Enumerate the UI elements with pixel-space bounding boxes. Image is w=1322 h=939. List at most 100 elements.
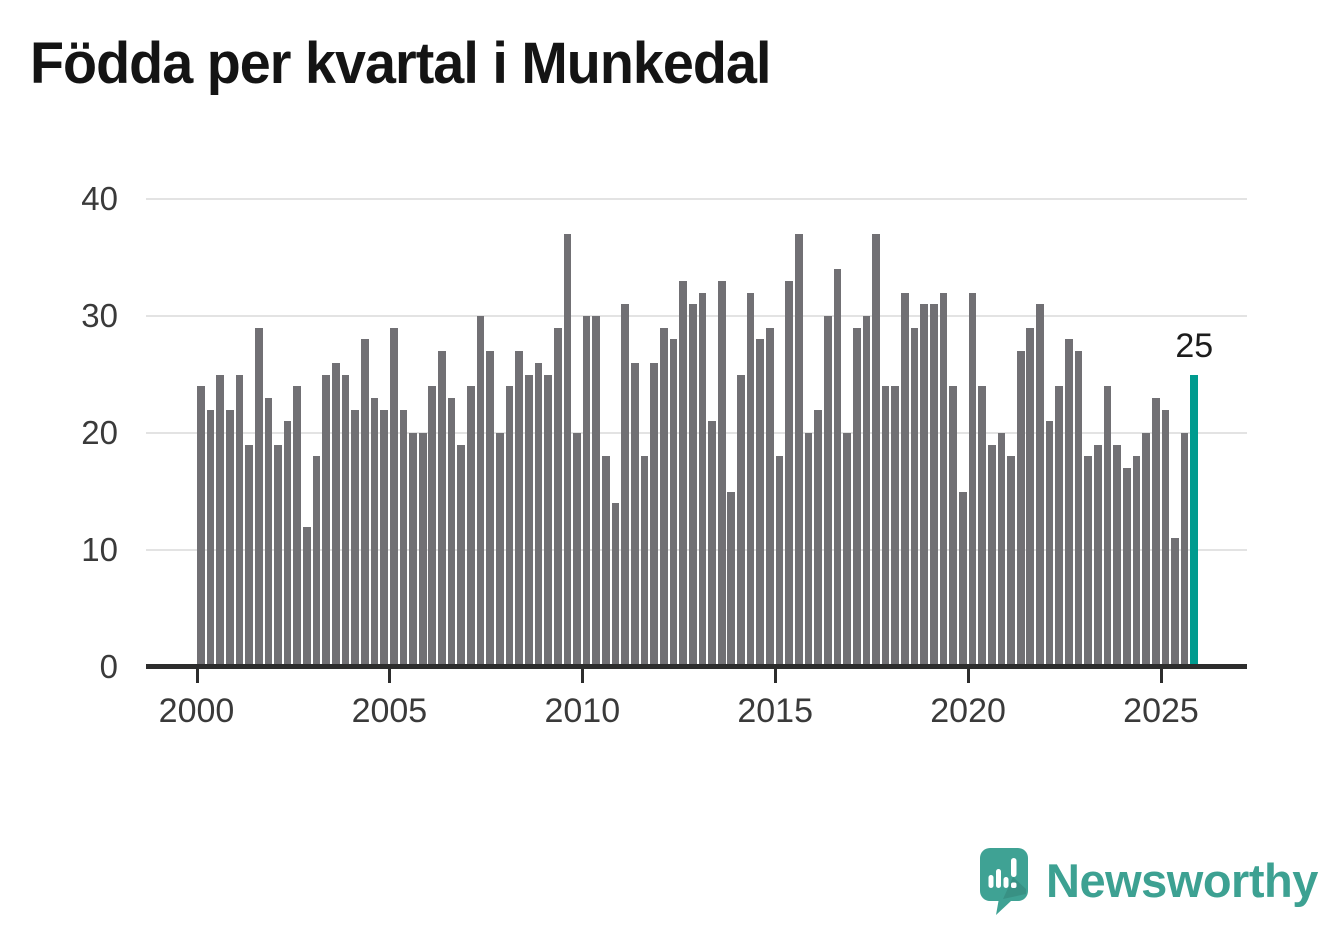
y-axis-label-0: 0 bbox=[99, 648, 118, 685]
bar bbox=[1151, 397, 1160, 667]
bar bbox=[785, 280, 794, 667]
x-axis-label-2025: 2025 bbox=[1123, 692, 1199, 730]
bar bbox=[987, 444, 996, 667]
bar bbox=[804, 433, 813, 667]
bar bbox=[1084, 456, 1093, 667]
bar bbox=[245, 444, 253, 667]
bar bbox=[997, 433, 1006, 667]
bar bbox=[274, 444, 282, 667]
bar bbox=[1026, 327, 1035, 667]
bar bbox=[717, 280, 726, 667]
bar bbox=[457, 444, 466, 667]
y-axis-label-20: 20 bbox=[81, 414, 118, 451]
bar bbox=[467, 386, 475, 667]
bar bbox=[930, 304, 938, 667]
bar bbox=[1065, 339, 1073, 667]
bar bbox=[293, 386, 302, 667]
bar bbox=[1113, 444, 1121, 667]
bar bbox=[418, 433, 427, 667]
logo-exclamation-icon bbox=[1011, 858, 1017, 877]
bar bbox=[1122, 468, 1131, 667]
bar bbox=[833, 269, 842, 667]
x-axis-tick-2000 bbox=[195, 668, 199, 683]
bar bbox=[264, 397, 273, 667]
bar bbox=[968, 292, 977, 667]
newsworthy-logo-icon bbox=[980, 848, 1028, 915]
bar bbox=[553, 327, 562, 667]
bar bbox=[872, 234, 880, 667]
bar bbox=[708, 421, 716, 667]
x-axis-label-2000: 2000 bbox=[158, 692, 235, 730]
newsworthy-logo bbox=[979, 847, 1029, 919]
bar bbox=[206, 409, 215, 667]
bar bbox=[939, 292, 948, 667]
bar bbox=[1093, 444, 1102, 667]
bar bbox=[341, 374, 350, 667]
logo-bar-tall-icon bbox=[996, 869, 1001, 888]
bar bbox=[679, 280, 687, 667]
bar bbox=[621, 304, 630, 667]
bar bbox=[447, 397, 456, 667]
bar bbox=[360, 339, 369, 667]
bar bbox=[1045, 421, 1054, 667]
bar bbox=[303, 526, 311, 667]
bar bbox=[582, 316, 591, 667]
bar bbox=[216, 374, 224, 667]
bar bbox=[978, 386, 986, 667]
logo-bar-small-icon bbox=[1003, 877, 1009, 888]
bar bbox=[602, 456, 610, 667]
bar bbox=[1016, 351, 1025, 667]
bar bbox=[563, 234, 572, 667]
bar bbox=[515, 351, 523, 667]
bar bbox=[495, 433, 504, 667]
bar bbox=[399, 409, 408, 667]
bar bbox=[1036, 304, 1044, 667]
bar bbox=[1055, 386, 1064, 667]
x-axis-label-2020: 2020 bbox=[930, 692, 1006, 730]
bar bbox=[322, 374, 331, 667]
bar bbox=[254, 327, 263, 667]
bar bbox=[650, 362, 658, 667]
bar bbox=[746, 292, 755, 667]
x-axis-label-2005: 2005 bbox=[351, 692, 428, 730]
bar bbox=[409, 433, 417, 667]
bar bbox=[235, 374, 244, 667]
y-axis-label-40: 40 bbox=[81, 180, 118, 217]
bar bbox=[949, 386, 957, 667]
bar bbox=[688, 304, 697, 667]
bar bbox=[843, 433, 851, 667]
bar bbox=[727, 491, 736, 667]
bar bbox=[351, 409, 359, 667]
bar bbox=[659, 327, 668, 667]
bar bbox=[881, 386, 890, 667]
bar bbox=[920, 304, 929, 667]
bar bbox=[669, 339, 678, 667]
bar bbox=[389, 327, 398, 667]
x-axis-label-2015: 2015 bbox=[737, 692, 813, 730]
bar bbox=[698, 292, 707, 667]
bar bbox=[611, 503, 620, 667]
bar bbox=[737, 374, 745, 667]
logo-exclamation-dot-icon bbox=[1011, 882, 1017, 888]
highlighted-bar bbox=[1190, 374, 1199, 667]
gridline-y-40 bbox=[146, 198, 1247, 200]
bar bbox=[534, 362, 543, 667]
newsworthy-wordmark: Newsworthy bbox=[1046, 854, 1318, 907]
bar bbox=[1007, 456, 1015, 667]
x-axis-tick-2005 bbox=[388, 668, 392, 683]
x-axis-tick-2020 bbox=[967, 668, 971, 683]
bar bbox=[1103, 386, 1112, 667]
bar bbox=[862, 316, 871, 667]
x-axis-tick-2015 bbox=[774, 668, 778, 683]
chart-title: Födda per kvartal i Munkedal bbox=[30, 31, 771, 96]
x-axis-tick-2025 bbox=[1160, 668, 1163, 683]
bar bbox=[852, 327, 861, 667]
bar bbox=[573, 433, 581, 667]
bar bbox=[1142, 433, 1150, 667]
bar bbox=[380, 409, 388, 667]
x-axis-tick-2010 bbox=[581, 668, 585, 683]
bar bbox=[1074, 351, 1083, 667]
bar bbox=[1132, 456, 1141, 667]
bar bbox=[814, 409, 822, 667]
